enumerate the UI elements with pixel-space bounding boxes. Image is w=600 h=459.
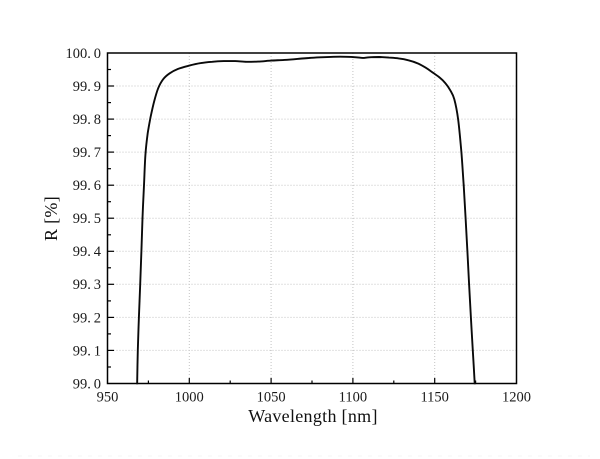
svg-text:1000: 1000	[175, 390, 204, 406]
svg-text:100. 0: 100. 0	[65, 46, 101, 62]
svg-text:99. 2: 99. 2	[73, 310, 101, 326]
svg-text:99. 5: 99. 5	[73, 211, 101, 227]
svg-text:1100: 1100	[339, 390, 367, 406]
svg-text:99. 9: 99. 9	[73, 79, 101, 95]
svg-text:1150: 1150	[420, 390, 448, 406]
svg-text:Wavelength [nm]: Wavelength [nm]	[248, 406, 378, 426]
svg-text:99. 6: 99. 6	[73, 178, 101, 194]
svg-text:99. 0: 99. 0	[73, 376, 101, 392]
svg-text:99. 3: 99. 3	[73, 277, 101, 293]
svg-text:99. 4: 99. 4	[73, 244, 102, 260]
svg-text:1050: 1050	[257, 390, 286, 406]
svg-text:1200: 1200	[502, 390, 531, 406]
svg-text:99. 7: 99. 7	[73, 145, 101, 161]
svg-text:950: 950	[97, 390, 119, 406]
svg-text:R [%]: R [%]	[41, 196, 61, 241]
svg-text:99. 1: 99. 1	[73, 343, 101, 359]
svg-text:99. 8: 99. 8	[73, 112, 101, 128]
